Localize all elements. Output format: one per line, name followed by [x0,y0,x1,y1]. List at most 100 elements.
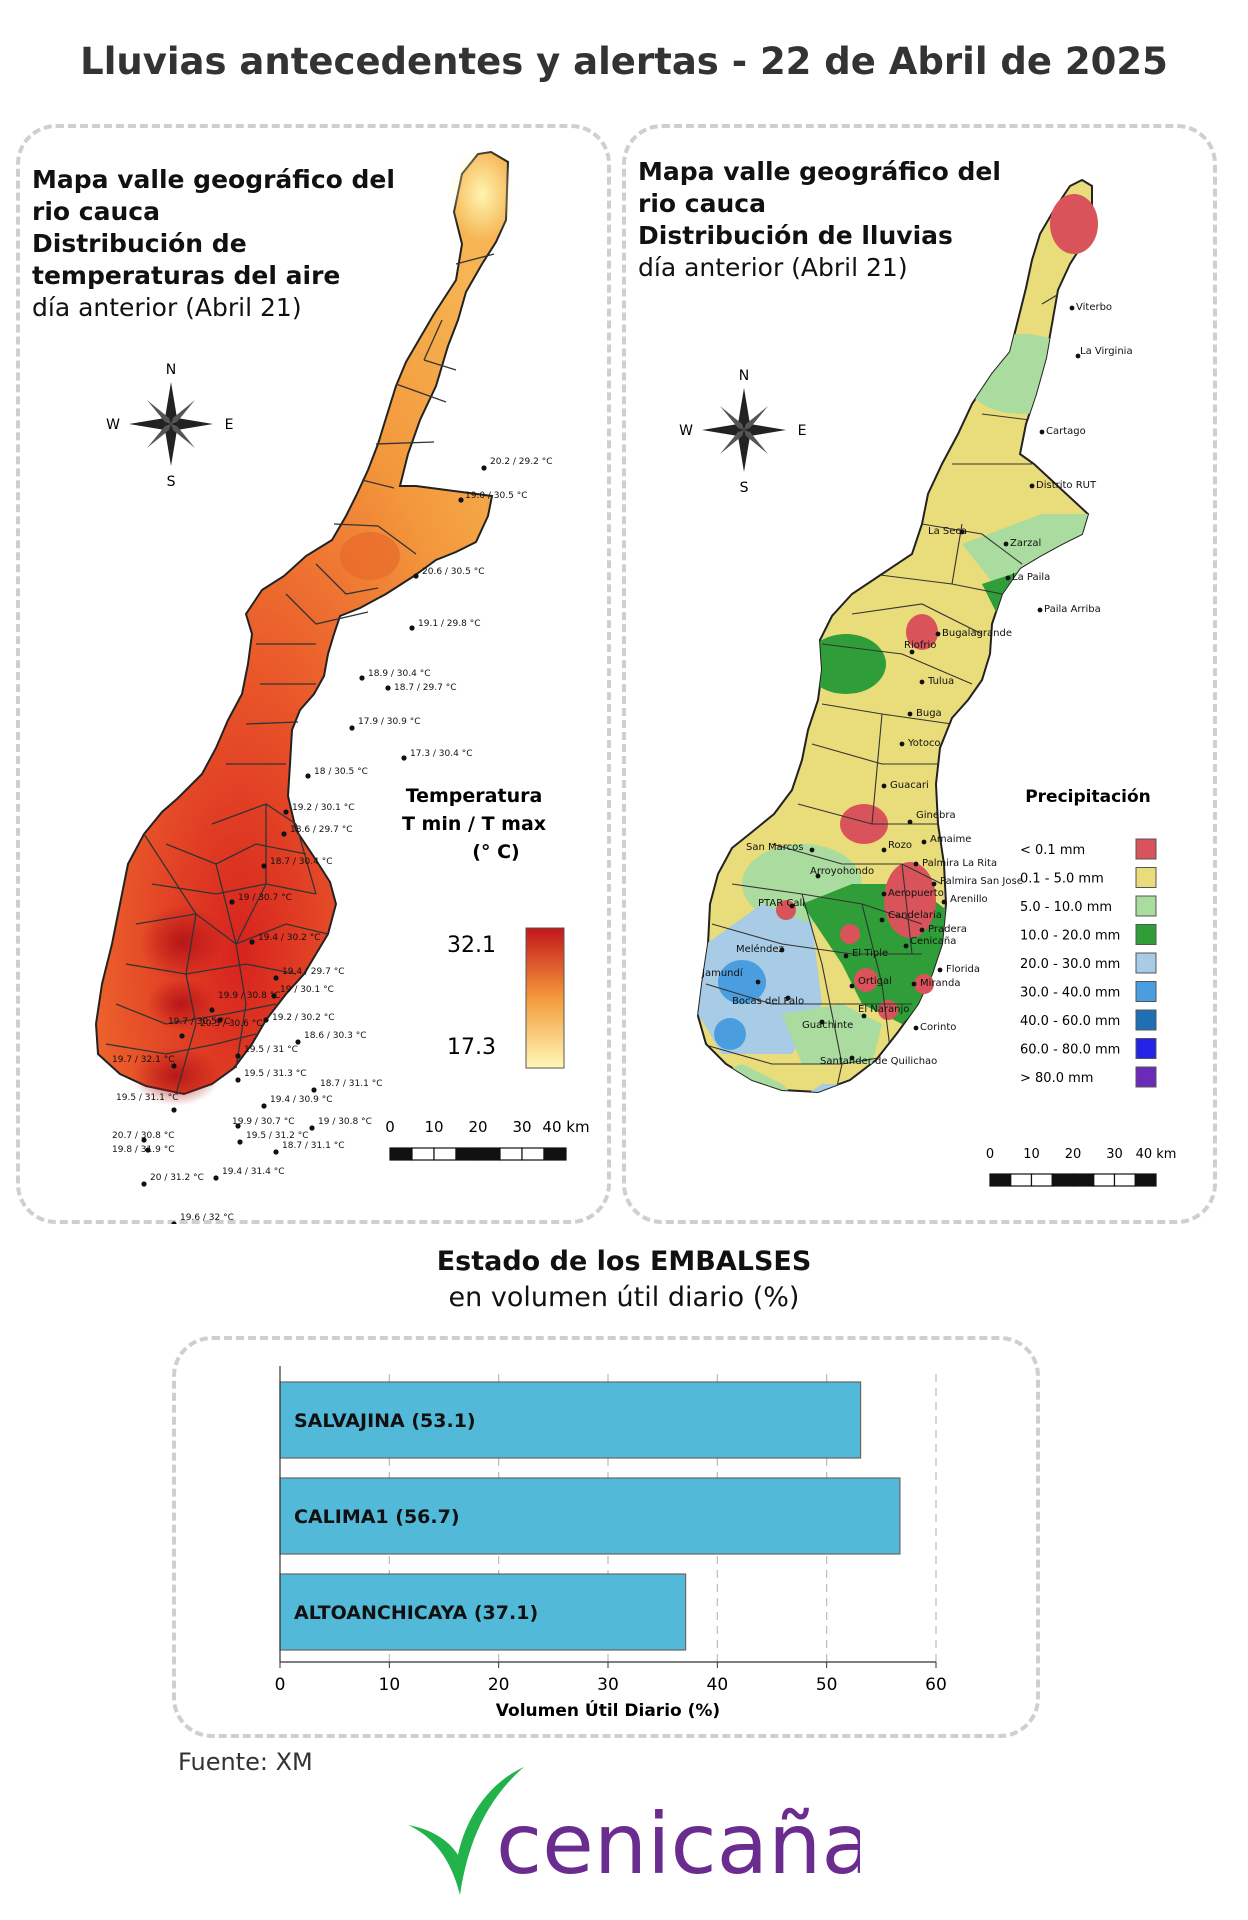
station-label: Cenicaña [910,936,956,947]
station-label: Guacari [890,780,929,791]
station-label: 20.2 / 29.2 °C [490,457,552,467]
station-label: 19.5 / 31.1 °C [116,1093,178,1103]
zone-blue [714,1018,746,1050]
heading-line: Mapa valle geográfico del [32,165,395,194]
x-tick-label: 50 [816,1675,838,1695]
station-dot [209,1007,215,1013]
heading-line: Mapa valle geográfico del [638,157,1001,186]
rain-station: Candelaria [879,910,942,923]
rain-map-panel [622,124,1217,1224]
legend-label: 30.0 - 40.0 mm [1020,986,1120,1001]
station-label: Jamundí [701,967,744,979]
station-label: Pradera [928,924,967,935]
station-dot [263,1017,269,1023]
station-dot [283,809,289,815]
x-tick-label: 30 [597,1675,619,1695]
scale-segment [1113,1173,1136,1187]
temperature-station: 20.5 / 30.6 °C [200,1017,262,1029]
station-label: Meléndez [736,943,784,955]
station-dot [171,1063,177,1069]
compass-s: S [167,474,176,490]
station-dot [919,679,925,685]
station-label: Tulua [927,676,954,687]
scale-tick: 40 km [1136,1147,1177,1162]
bar [279,1381,862,1459]
rain-map-heading: Mapa valle geográfico del rio cauca Dist… [638,156,1001,284]
station-label: 19.0 / 30.5 °C [465,491,527,501]
legend-label: 0.1 - 5.0 mm [1020,872,1104,887]
legend-label: > 80.0 mm [1020,1071,1093,1086]
voronoi-lines [105,253,495,1095]
station-label: PTAR Cali [758,898,805,909]
temperature-station: 19.4 / 30.9 °C [261,1095,332,1109]
station-label: 18.7 / 31.1 °C [320,1079,382,1089]
rain-station: Zarzal [1003,538,1041,549]
temperature-station: 19.4 / 30.2 °C [249,933,320,945]
zone-red [854,968,878,992]
station-dot [1003,541,1009,547]
station-dot [755,979,761,985]
legend-entry: 10.0 - 20.0 mm [1020,924,1157,945]
temperature-station: 19.1 / 29.8 °C [409,619,480,631]
scale-segment [1030,1173,1053,1187]
rain-station: Paila Arriba [1037,604,1101,615]
station-dot [881,783,887,789]
station-dot [903,943,909,949]
legend-entry: 20.0 - 30.0 mm [1020,952,1157,974]
legend-entry: > 80.0 mm [1020,1066,1157,1088]
bar [279,1573,687,1651]
zone-blue [814,1098,874,1150]
station-label: Cartago [1046,426,1086,437]
temperature-map-heading: Mapa valle geográfico del rio cauca Dist… [32,164,395,324]
station-dot [785,995,791,1001]
station-label: 19.4 / 30.9 °C [270,1095,332,1105]
legend-swatch [1135,838,1157,860]
station-label: 18.7 / 31.1 °C [282,1141,344,1151]
temperature-station: 20.2 / 29.2 °C [481,457,552,471]
zone-light-blue [762,1084,922,1092]
station-dot [481,465,487,471]
station-label: 19.6 / 32 °C [180,1213,234,1223]
compass-rose: N S W E [679,368,806,496]
station-dot [919,927,925,933]
station-label: Palmira La Rita [922,858,997,869]
station-dot [937,967,943,973]
compass-s: S [740,480,749,496]
scale-segment [543,1147,567,1161]
x-tick-label: 60 [925,1675,947,1695]
station-dot [305,773,311,779]
legend-swatch [1135,867,1157,888]
station-dot [1075,353,1081,359]
station-dot [1005,575,1011,581]
station-dot [249,939,255,945]
station-label: Distrito RUT [1036,480,1097,491]
scale-tick: 0 [385,1118,395,1136]
temperature-station: 19.9 / 30.7 °C [232,1117,294,1129]
station-label: Arenillo [950,894,988,905]
station-label: 18.9 / 30.4 °C [368,669,430,679]
station-label: Guachinte [802,1020,853,1031]
zone-red [878,1000,898,1020]
station-dot [789,903,795,909]
scale-tick: 10 [424,1118,443,1136]
station-dot [141,1137,147,1143]
zone-red [840,924,860,944]
rain-dry-zones [776,194,1098,1020]
rain-stations: Viterbo La Virginia Cartago Distrito RUT La … [701,302,1133,1067]
rain-station: Ortigal [849,976,892,989]
station-dot [349,725,355,731]
scale-tick: 40 km [542,1118,589,1136]
heading-date: día anterior (Abril 21) [32,293,302,322]
rain-station: Rozo [881,840,912,853]
page-title: Lluvias antecedentes y alertas - 22 de A… [80,40,1168,83]
station-label: La Paila [1012,572,1050,583]
rain-station: La Virginia [1075,346,1133,359]
rain-station: San Marcos [746,842,815,853]
rain-station: Viterbo [1069,302,1112,313]
temperature-map: 20.2 / 29.2 °C 19.0 / 30.5 °C 20.6 / 30.5 … [94,146,590,1224]
hot-spot [132,1046,220,1106]
station-label: 19.8 / 31.9 °C [112,1145,174,1155]
scale-segment [1093,1173,1116,1187]
rain-station: Florida [937,964,980,975]
station-label: Miranda [920,978,960,989]
